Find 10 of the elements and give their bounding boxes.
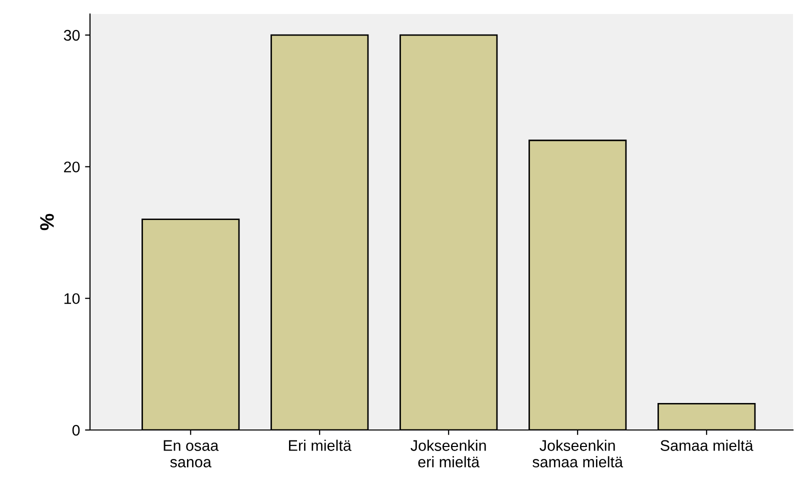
y-tick-label: 30 xyxy=(64,30,80,41)
x-tick-label: En osaa sanoa xyxy=(164,440,219,468)
y-tick-label: 0 xyxy=(72,424,80,436)
x-tick-label: Eri mieltä xyxy=(289,440,352,451)
y-axis-title: % xyxy=(40,214,54,230)
x-tick-label: Samaa mieltä xyxy=(660,440,754,451)
y-tick-label: 20 xyxy=(64,162,80,172)
x-tick-label: Jokseenkin eri mieltä xyxy=(410,440,486,468)
x-tick-label: Jokseenkin samaa mieltä xyxy=(532,440,624,468)
y-tick-label: 10 xyxy=(64,293,80,304)
